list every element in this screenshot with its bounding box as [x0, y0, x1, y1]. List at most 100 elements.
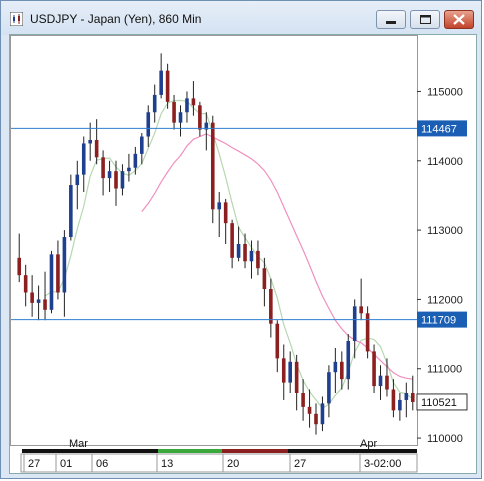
- candle-body: [378, 375, 383, 387]
- candle-body: [269, 289, 273, 324]
- candle-body: [333, 361, 338, 373]
- candle-body: [56, 254, 60, 293]
- candle-body: [88, 139, 92, 144]
- candle-body: [385, 375, 389, 390]
- candle-body: [327, 372, 331, 404]
- candle-body: [352, 306, 357, 342]
- candle-body: [101, 157, 105, 179]
- price-axis-label: 112000: [427, 294, 463, 306]
- candle-body: [372, 351, 376, 387]
- price-axis-label: 110000: [427, 433, 463, 445]
- time-month-label: Mar: [69, 438, 88, 450]
- candle-body: [75, 174, 80, 186]
- candle-body: [359, 306, 363, 314]
- candle-body: [204, 122, 209, 130]
- time-axis-box: [20, 453, 418, 473]
- candle-body: [365, 313, 370, 352]
- candle-body: [127, 167, 131, 172]
- candle-body: [43, 299, 47, 310]
- minimize-button[interactable]: [376, 10, 406, 29]
- candle-body: [62, 237, 67, 293]
- candle-body: [281, 358, 286, 383]
- maximize-icon: [420, 15, 431, 24]
- horizontal-line-price-label: 111709: [421, 315, 456, 327]
- candle-body: [340, 361, 344, 380]
- candle-body: [159, 70, 163, 95]
- candle-body: [391, 389, 396, 411]
- candle-body: [314, 413, 318, 425]
- maximize-button[interactable]: [410, 10, 440, 29]
- moving-average-fast-line: [44, 99, 414, 410]
- candle-body: [210, 122, 215, 210]
- candle-body: [23, 275, 28, 293]
- candle-body: [49, 254, 54, 310]
- candle-body: [410, 393, 415, 402]
- candle-body: [256, 250, 260, 269]
- close-button[interactable]: [444, 10, 474, 29]
- candle-body: [152, 94, 157, 113]
- candle-body: [223, 202, 228, 224]
- price-axis-label: 111000: [427, 364, 462, 376]
- horizontal-line-price-box: [417, 311, 467, 328]
- candle-body: [69, 185, 73, 238]
- candle-body: [114, 171, 118, 189]
- candle-body: [146, 112, 151, 137]
- price-chart[interactable]: 115000 114000 113000 112000 111000 110000 1144…: [10, 35, 476, 473]
- price-axis-label: 113000: [427, 225, 463, 237]
- candle-body: [165, 70, 170, 102]
- candle-body: [249, 250, 254, 262]
- time-axis-label: 27: [28, 458, 40, 470]
- candle-body: [307, 406, 312, 414]
- candle-body: [107, 171, 112, 179]
- time-axis-label: 01: [60, 458, 72, 470]
- time-axis-label: 13: [161, 458, 173, 470]
- time-axis-label: 06: [96, 458, 108, 470]
- horizontal-line-price-box: [417, 120, 467, 137]
- candle-body: [191, 98, 196, 106]
- candle-body: [404, 393, 409, 400]
- candle-body: [301, 393, 305, 407]
- candle-body: [17, 257, 22, 276]
- candle-body: [262, 268, 267, 290]
- candle-body: [140, 136, 144, 154]
- candle-body: [36, 299, 41, 303]
- candle-body: [178, 112, 183, 123]
- candle-body: [288, 361, 292, 383]
- candle-body: [185, 98, 189, 113]
- time-session-green: [158, 449, 222, 453]
- price-axis-label: 114000: [427, 156, 463, 168]
- title-bar[interactable]: USDJPY - Japan (Yen), 860 Min: [1, 1, 481, 35]
- candle-body: [243, 243, 247, 262]
- time-axis-label: 3-02:00: [364, 458, 401, 470]
- candle-body: [236, 243, 241, 258]
- time-axis-label: 20: [227, 458, 239, 470]
- window-title: USDJPY - Japan (Yen), 860 Min: [30, 12, 202, 26]
- candle-body: [198, 105, 202, 130]
- candle-body: [275, 323, 280, 359]
- minimize-icon: [386, 21, 396, 24]
- time-month-label: Apr: [360, 438, 377, 450]
- candle-body: [294, 361, 299, 394]
- candle-body: [320, 403, 325, 425]
- price-axis-label: 115000: [427, 86, 463, 98]
- candle-body: [172, 101, 176, 123]
- time-session-red: [222, 449, 288, 453]
- candle-body: [120, 171, 125, 189]
- close-icon: [453, 14, 465, 25]
- candle-body: [81, 143, 86, 175]
- last-price-box: [416, 393, 468, 411]
- candle-body: [30, 292, 34, 303]
- candle-body: [398, 399, 402, 411]
- candle-body: [346, 341, 351, 380]
- candle-body: [230, 223, 234, 258]
- time-axis-label: 27: [294, 458, 306, 470]
- horizontal-line-price-label: 114467: [421, 123, 457, 135]
- candle-body: [94, 139, 99, 158]
- plot-frame: [10, 35, 418, 446]
- chart-area[interactable]: 115000 114000 113000 112000 111000 110000 1144…: [9, 34, 477, 474]
- chart-app-icon: [10, 12, 23, 26]
- last-price-label: 110521: [421, 397, 457, 409]
- candle-body: [217, 202, 222, 210]
- candle-body: [133, 153, 138, 168]
